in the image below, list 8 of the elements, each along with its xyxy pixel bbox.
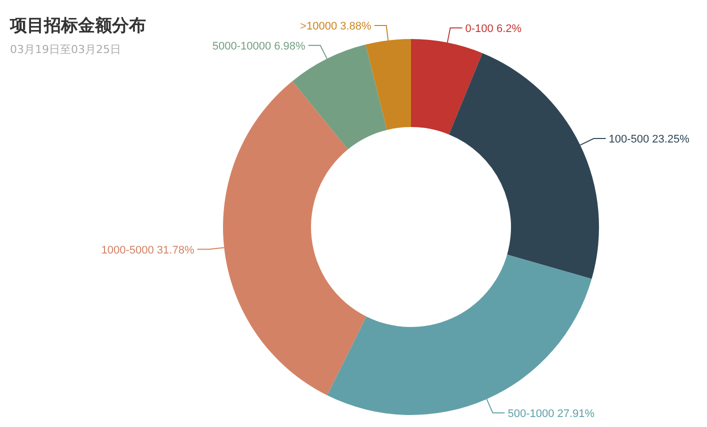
slice-label: 500-1000 27.91% — [508, 408, 595, 420]
slice-label: 1000-5000 31.78% — [101, 244, 194, 256]
text: 03月19日至03月25日 — [10, 42, 121, 57]
chart-title: 项目招标金额分布 — [10, 15, 146, 37]
slice-label: 100-500 23.25% — [608, 134, 690, 146]
slice-label: >10000 3.88% — [300, 20, 372, 33]
slice-label: 0-100 6.2% — [465, 22, 522, 35]
slice-label: 5000-10000 6.98% — [212, 40, 306, 52]
